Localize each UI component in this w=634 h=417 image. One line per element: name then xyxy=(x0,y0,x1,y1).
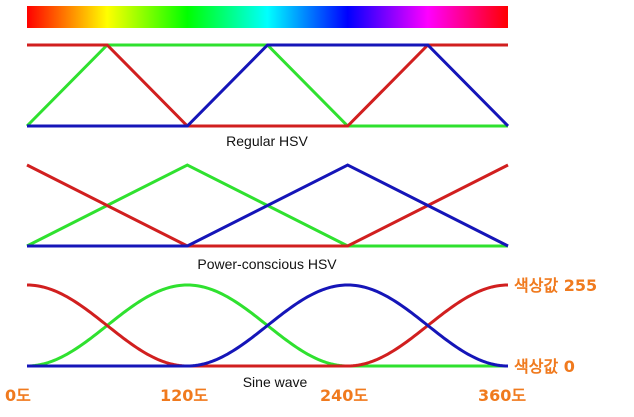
degree-label-0: 0도 xyxy=(5,386,31,405)
power-conscious-hsv-panel xyxy=(26,163,509,248)
power-blue-curve xyxy=(27,163,509,248)
power-conscious-hsv-caption: Power-conscious HSV xyxy=(197,256,337,272)
sine-wave-caption: Sine wave xyxy=(243,374,308,390)
regular-green-curve xyxy=(25,43,508,128)
sine-wave-panel xyxy=(26,283,509,368)
regular-hsv-panel xyxy=(25,43,510,128)
sine-blue-curve xyxy=(27,283,509,368)
degree-label-120: 120도 xyxy=(160,386,208,405)
regular-blue-curve xyxy=(27,43,510,128)
max-value-label: 색상값 255 xyxy=(514,276,597,295)
hue-spectrum-bar xyxy=(27,6,508,28)
degree-label-240: 240도 xyxy=(320,386,368,405)
degree-label-360: 360도 xyxy=(478,386,526,405)
regular-red-curve xyxy=(27,43,508,128)
regular-hsv-caption: Regular HSV xyxy=(226,133,308,149)
min-value-label: 색상값 0 xyxy=(514,357,575,376)
